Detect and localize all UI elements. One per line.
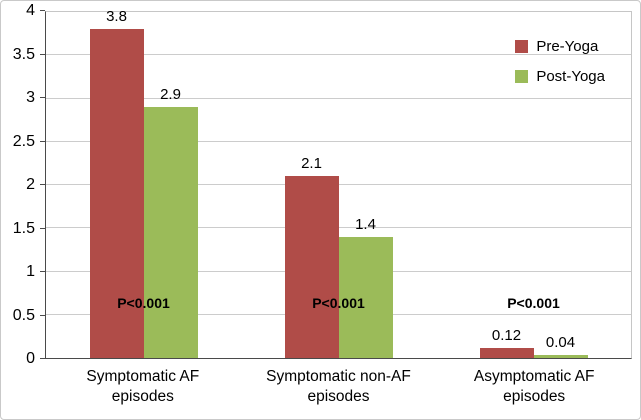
y-tick-label: 0.5 [12, 306, 35, 324]
legend-item: Post-Yoga [515, 68, 605, 85]
bar-group: 0.12 0.04 P<0.001 [436, 12, 631, 358]
category-label-text: Symptomatic AF episodes [86, 368, 200, 406]
bar-post-yoga: 0.04 [533, 334, 588, 358]
bar-post-yoga: 2.9 [143, 86, 198, 358]
y-tick-mark [40, 271, 45, 272]
category-label-text: Symptomatic non-AF episodes [266, 368, 411, 406]
bar-value-label: 3.8 [106, 8, 127, 26]
bar-value-label: 0.04 [545, 333, 576, 351]
bar-pre-yoga: 3.8 [89, 8, 144, 358]
gridline [46, 227, 631, 229]
p-value-annotation: P<0.001 [312, 295, 365, 312]
legend-swatch [515, 40, 529, 53]
y-tick-mark [40, 227, 45, 229]
bar-group: 2.1 1.4 P<0.001 [241, 12, 436, 358]
y-tick-label: 0 [26, 350, 35, 367]
y-tick-mark [40, 10, 45, 11]
y-tick-mark [40, 358, 45, 359]
bar-value-label: 0.12 [491, 326, 522, 344]
y-tick-label: 2.5 [12, 132, 35, 150]
gridline [46, 54, 631, 56]
y-tick-mark [40, 53, 45, 55]
y-tick-mark [40, 184, 45, 185]
legend-item: Pre-Yoga [515, 38, 605, 55]
bar-value-label: 1.4 [355, 215, 376, 233]
category-label: Symptomatic non-AF episodes [241, 359, 437, 417]
bar-pre-yoga: 2.1 [284, 155, 339, 358]
bar-value-label: 2.1 [301, 155, 322, 173]
y-tick-mark [40, 140, 45, 142]
gridline [46, 97, 631, 99]
y-tick-label: 2 [26, 176, 35, 193]
p-value-annotation: P<0.001 [117, 295, 170, 312]
plot-area: 3.8 2.9 P<0.001 2.1 1.4 P<0.001 0.12 0.04 P<0.00… [45, 8, 632, 359]
legend-swatch [515, 70, 529, 83]
x-axis-labels: Symptomatic AF episodes Symptomatic non-A… [45, 359, 632, 417]
category-label: Asymptomatic AF episodes [436, 359, 632, 417]
bar-group: 3.8 2.9 P<0.001 [46, 8, 241, 358]
legend-label: Pre-Yoga [536, 38, 599, 55]
y-tick-label: 4 [26, 2, 35, 19]
y-tick-label: 3 [26, 89, 35, 106]
bar-value-label: 2.9 [160, 86, 181, 104]
y-tick-label: 3.5 [12, 45, 35, 63]
y-tick-mark [40, 314, 45, 316]
p-value-annotation: P<0.001 [507, 295, 560, 312]
gridline [46, 140, 631, 142]
legend: Pre-Yoga Post-Yoga [515, 38, 605, 85]
y-tick-mark [40, 97, 45, 98]
bar-groups: 3.8 2.9 P<0.001 2.1 1.4 P<0.001 0.12 0.04 P<0.00… [46, 8, 631, 358]
y-tick-label: 1 [26, 263, 35, 280]
gridline [46, 184, 631, 185]
y-tick-label: 1.5 [12, 219, 35, 237]
bar-post-yoga: 1.4 [338, 216, 393, 358]
legend-label: Post-Yoga [536, 68, 605, 85]
y-axis: 0 0.5 1 1.5 2 2.5 3 3.5 4 [3, 2, 45, 367]
category-label-text: Asymptomatic AF episodes [473, 368, 595, 406]
bar-pre-yoga: 0.12 [479, 327, 534, 358]
category-label: Symptomatic AF episodes [45, 359, 241, 417]
